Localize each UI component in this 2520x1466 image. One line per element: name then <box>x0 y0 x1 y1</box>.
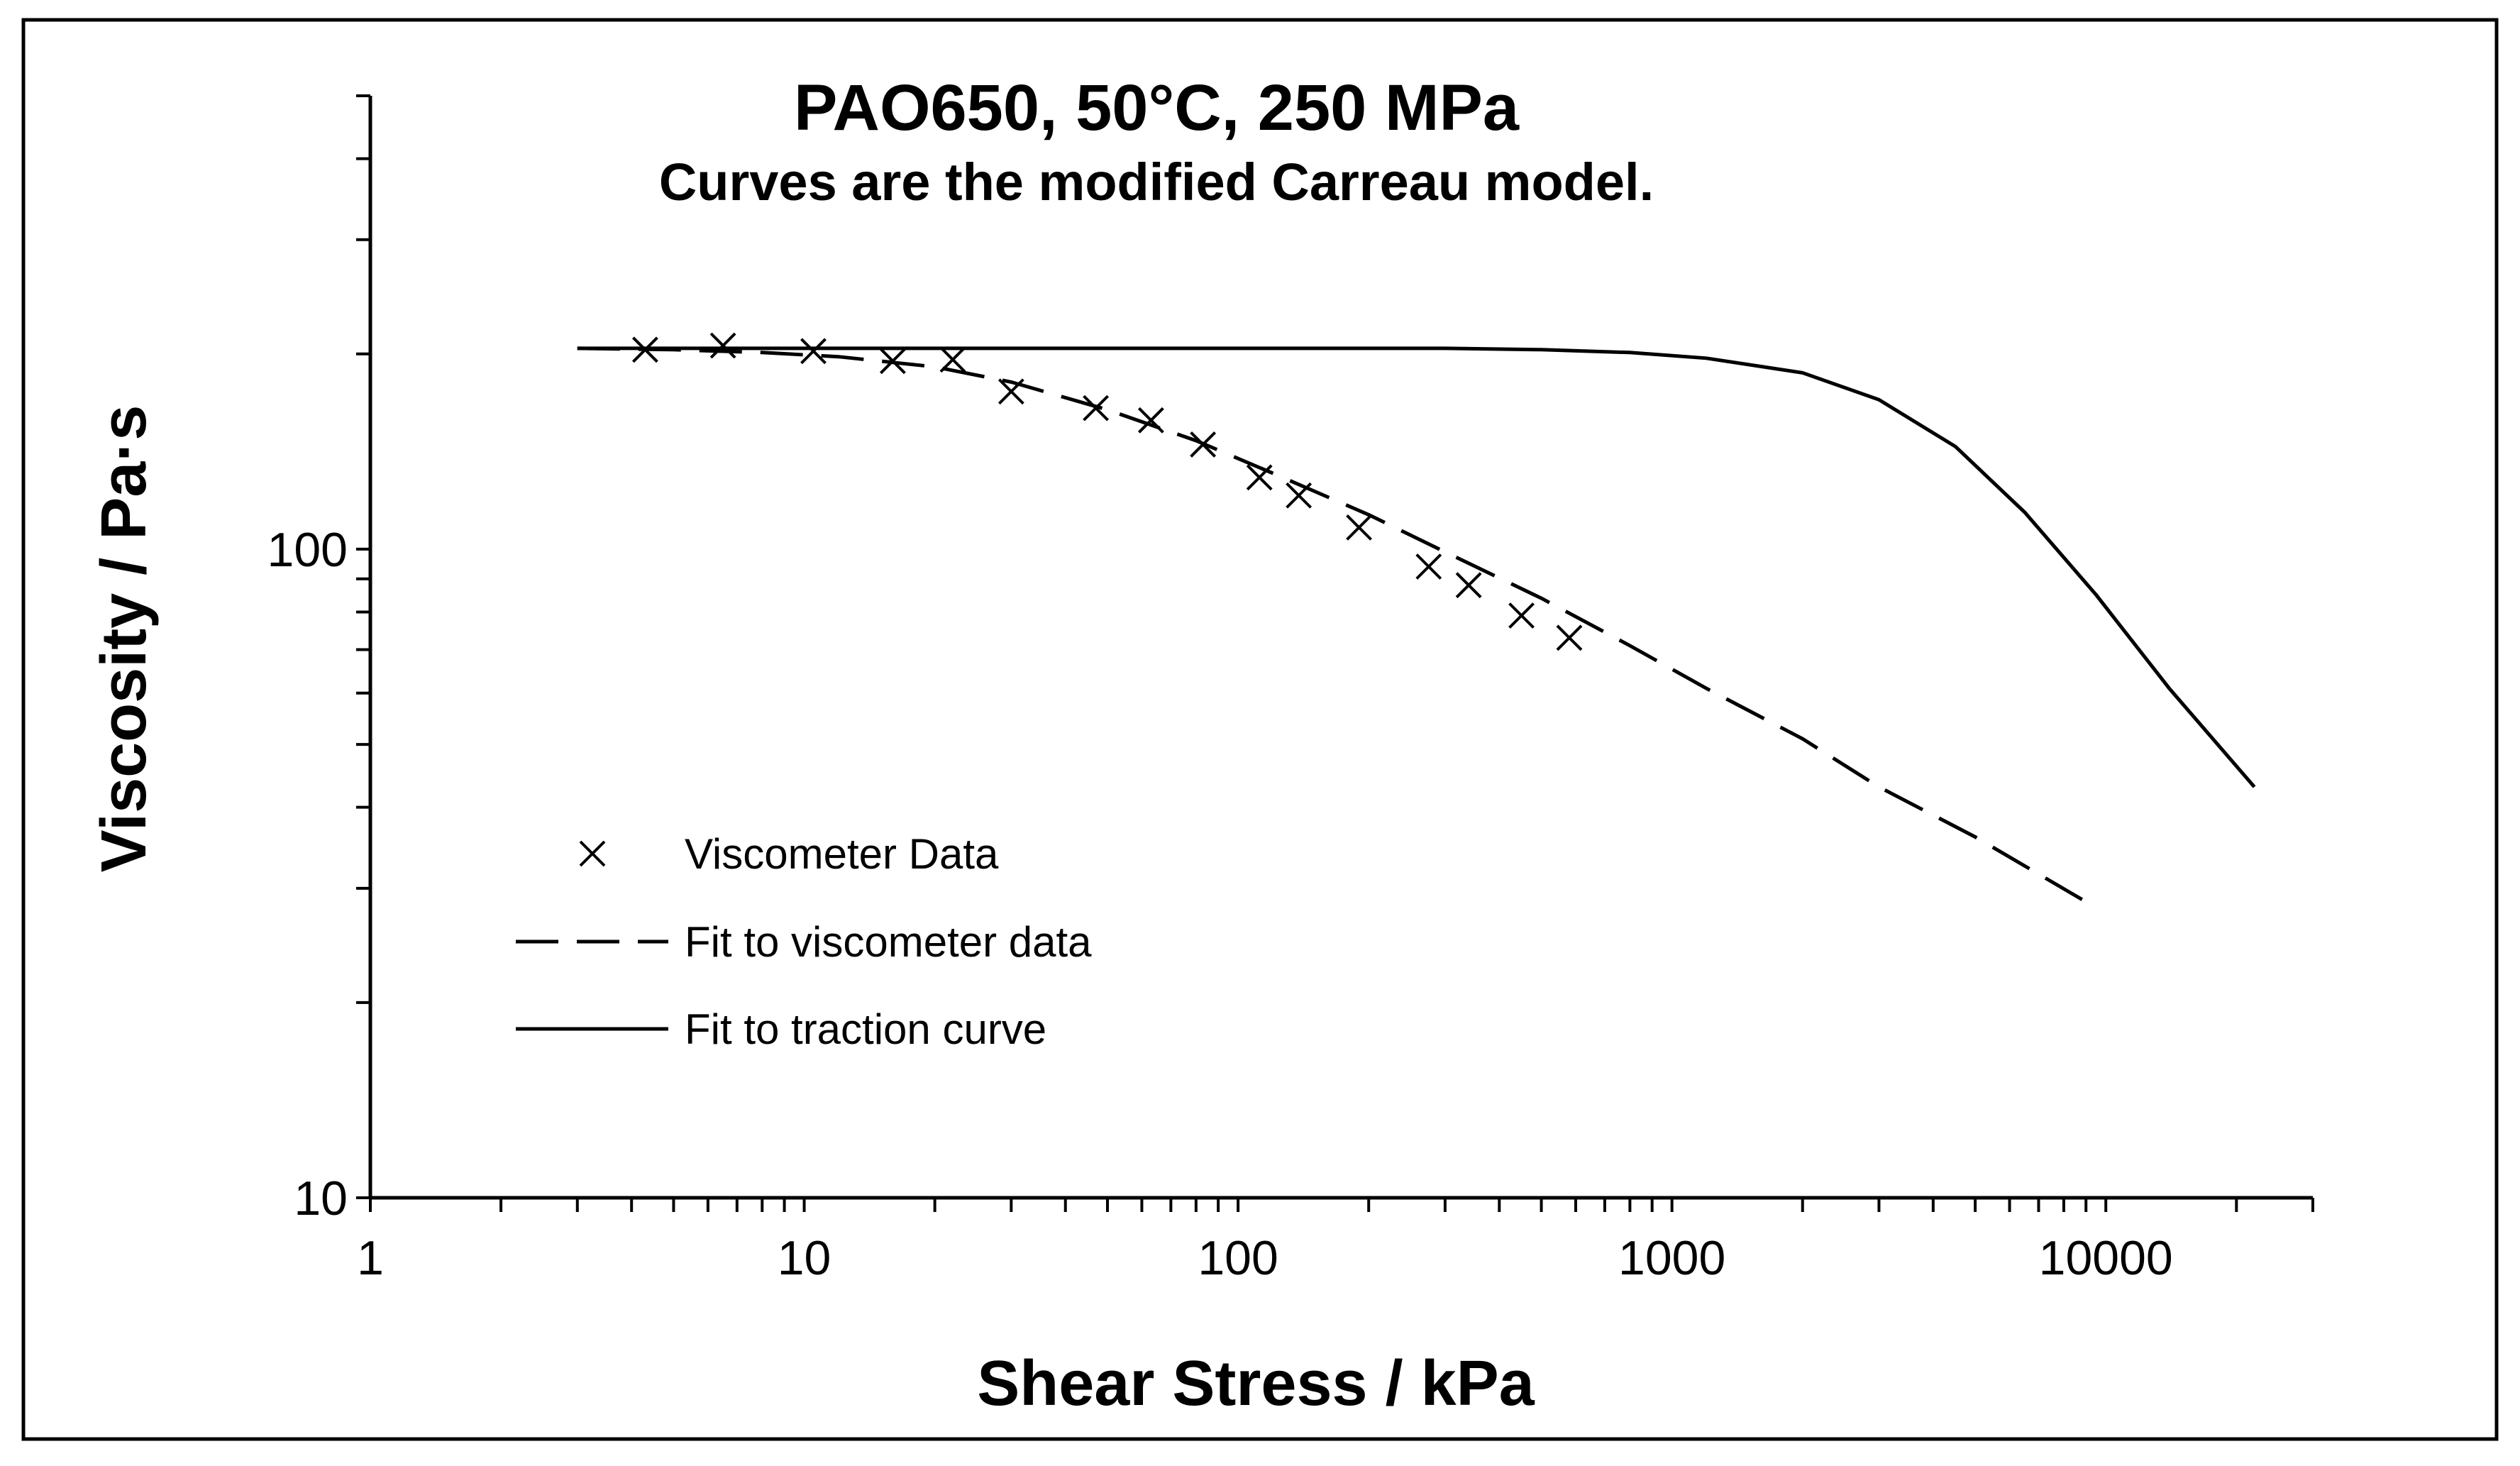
viscometer-fit-line <box>577 346 2097 910</box>
legend-entry: Fit to traction curve <box>516 1005 1046 1053</box>
marker-stroke <box>1556 624 1583 651</box>
legend-entry: Viscometer Data <box>579 830 999 878</box>
legend-entry: Fit to viscometer data <box>516 918 1092 966</box>
x-tick-label: 10000 <box>2039 1231 2173 1285</box>
marker-stroke <box>1455 572 1482 599</box>
legend-label: Fit to viscometer data <box>685 918 1092 966</box>
marker-stroke <box>579 840 606 867</box>
legend-label: Fit to traction curve <box>685 1005 1046 1053</box>
x-tick-label: 10 <box>778 1231 831 1285</box>
traction-fit-line <box>577 346 2256 788</box>
chart-title: PAO650, 50°C, 250 MPa <box>794 72 1520 144</box>
x-tick-label: 1 <box>357 1231 384 1285</box>
x-axis-label: Shear Stress / kPa <box>977 1348 1535 1419</box>
legend-label: Viscometer Data <box>685 830 999 878</box>
chart-subtitle: Curves are the modified Carreau model. <box>659 153 1654 211</box>
y-tick-label: 10 <box>294 1172 348 1225</box>
data-point <box>1346 514 1372 541</box>
y-tick-label: 100 <box>267 523 348 577</box>
legend: Viscometer Data Fit to viscometer data Fit… <box>516 830 1092 1053</box>
data-point <box>1415 553 1442 580</box>
marker-stroke <box>1415 553 1442 580</box>
chart-frame <box>21 18 2499 1441</box>
marker-stroke <box>1346 514 1372 541</box>
marker-stroke <box>800 338 827 365</box>
marker-stroke <box>1137 407 1164 434</box>
y-axis-label: Viscosity / Pa·s <box>89 405 160 873</box>
x-tick-label: 100 <box>1198 1231 1278 1285</box>
data-point <box>1455 572 1482 599</box>
data-point <box>709 332 736 359</box>
data-point <box>800 338 827 365</box>
data-point <box>1508 602 1535 629</box>
data-point <box>1556 624 1583 651</box>
marker-stroke <box>1508 602 1535 629</box>
legend-x-marker-icon <box>579 840 606 867</box>
marker-stroke <box>709 332 736 359</box>
series-layer <box>577 332 2256 910</box>
x-tick-label: 1000 <box>1618 1231 1725 1285</box>
